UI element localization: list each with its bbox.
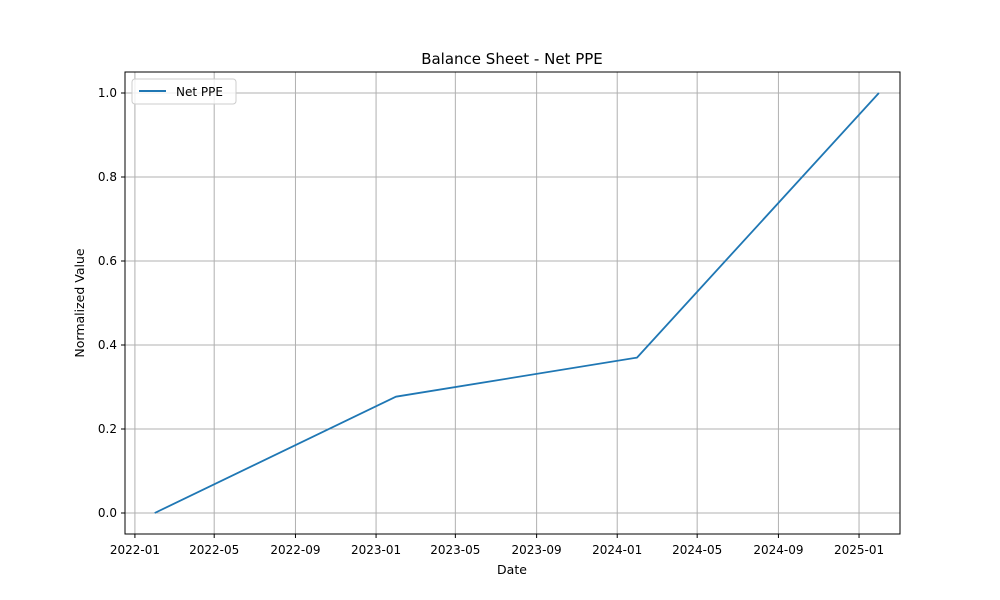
x-tick-label: 2024-09	[753, 543, 803, 557]
y-tick-label: 0.2	[98, 422, 117, 436]
x-axis-title: Date	[497, 562, 527, 577]
grid	[125, 72, 900, 534]
plot-area	[125, 72, 900, 534]
series-layer	[154, 92, 880, 514]
y-tick-label: 0.0	[98, 506, 117, 520]
x-axis: 2022-01 2022-05 2022-09 2023-01 2023-05 2023-…	[110, 534, 884, 557]
y-tick-label: 1.0	[98, 86, 117, 100]
legend-box	[131, 78, 237, 105]
y-tick-label: 0.6	[98, 254, 117, 268]
x-tick-label: 2024-01	[592, 543, 642, 557]
y-axis: 0.0 0.2 0.4 0.6 0.8 1.0	[98, 86, 125, 520]
y-axis-title: Normalized Value	[72, 248, 87, 357]
legend-label: Net PPE	[176, 85, 223, 99]
legend: Net PPE	[131, 78, 237, 105]
x-tick-label: 2022-01	[110, 543, 160, 557]
x-tick-label: 2023-01	[351, 543, 401, 557]
x-tick-label: 2024-05	[672, 543, 722, 557]
x-tick-label: 2023-05	[430, 543, 480, 557]
x-tick-label: 2022-05	[189, 543, 239, 557]
plot-frame	[124, 71, 901, 535]
y-tick-label: 0.4	[98, 338, 117, 352]
x-tick-label: 2025-01	[834, 543, 884, 557]
chart-title: Balance Sheet - Net PPE	[421, 50, 603, 68]
series-line-net-ppe	[154, 92, 880, 514]
x-tick-label: 2022-09	[270, 543, 320, 557]
x-tick-label: 2023-09	[512, 543, 562, 557]
y-tick-label: 0.8	[98, 170, 117, 184]
